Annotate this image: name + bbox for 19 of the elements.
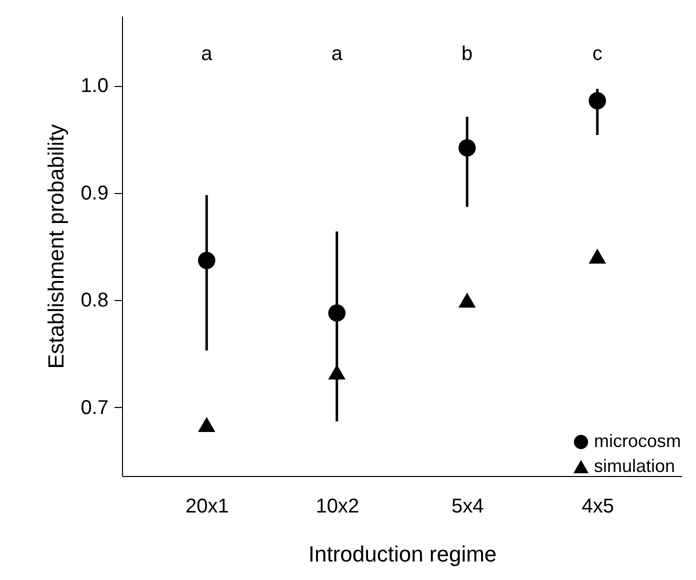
point <box>198 417 216 432</box>
y-axis-title: Establishment probability <box>44 124 69 369</box>
annotation: a <box>331 43 344 65</box>
point <box>588 248 606 264</box>
x-tick-label: 20x1 <box>185 496 229 518</box>
annotation: a <box>201 43 214 65</box>
x-tick-label: 4x5 <box>582 496 614 518</box>
y-tick-label: 1.0 <box>80 75 108 98</box>
y-tick-label: 0.7 <box>80 396 108 419</box>
x-tick-label: 5x4 <box>451 496 484 518</box>
legend-label: simulation <box>594 456 676 476</box>
x-tick-label: 10x2 <box>316 496 360 518</box>
point <box>458 292 476 308</box>
y-tick-label: 0.9 <box>80 182 108 204</box>
annotation: b <box>462 43 473 65</box>
y-tick-label: 0.8 <box>80 290 108 312</box>
legend-label: microcosm <box>594 431 682 451</box>
x-axis-title: Introduction regime <box>308 542 497 566</box>
annotation: c <box>592 43 602 65</box>
